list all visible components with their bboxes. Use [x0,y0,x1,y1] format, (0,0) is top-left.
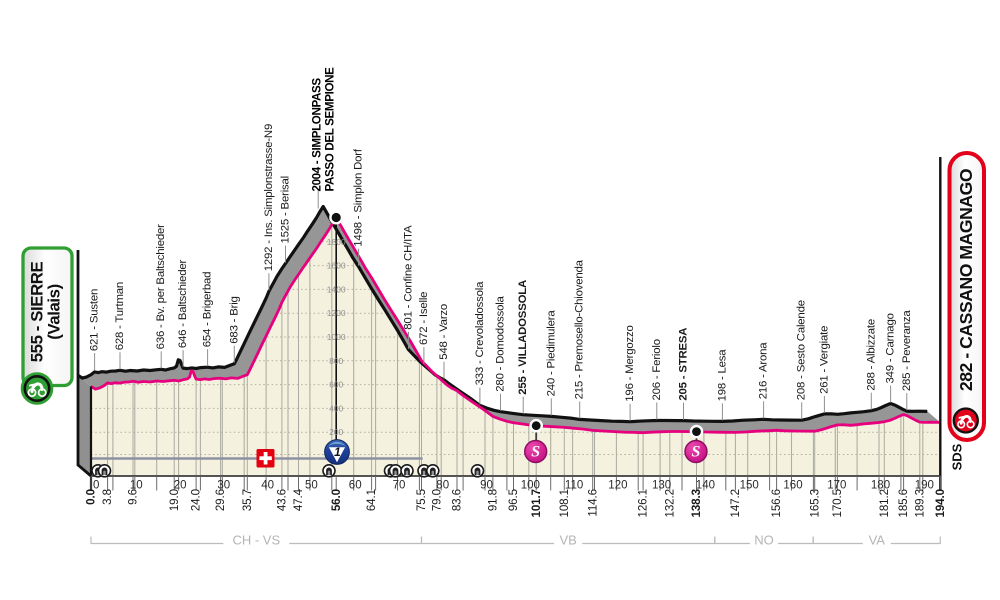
svg-text:PASSO DEL SEMPIONE: PASSO DEL SEMPIONE [323,67,336,192]
svg-text:1600: 1600 [327,261,346,271]
svg-text:35.7: 35.7 [241,489,254,511]
svg-text:147.2: 147.2 [729,489,742,518]
svg-text:S: S [531,444,540,461]
svg-text:628 - Turtman: 628 - Turtman [114,282,126,350]
svg-text:CH - VS: CH - VS [232,533,280,548]
svg-text:600: 600 [329,380,343,390]
svg-text:800: 800 [329,356,343,366]
svg-text:132.2: 132.2 [663,489,676,518]
svg-text:30: 30 [217,480,230,492]
svg-text:24.0: 24.0 [190,489,203,511]
svg-text:9.6: 9.6 [127,489,140,505]
svg-text:110: 110 [565,480,583,492]
svg-text:56.0: 56.0 [330,489,343,511]
svg-text:140: 140 [696,480,715,492]
svg-text:0.0: 0.0 [85,489,98,505]
svg-text:208 - Sesto Calende: 208 - Sesto Calende [796,300,808,400]
svg-text:548 - Varzo: 548 - Varzo [438,304,450,360]
svg-text:138.3: 138.3 [690,488,703,517]
svg-text:1525 - Berisal: 1525 - Berisal [280,176,292,243]
svg-text:1: 1 [334,445,341,459]
svg-text:400: 400 [329,403,343,413]
svg-text:100: 100 [521,480,540,492]
svg-text:80: 80 [436,480,449,492]
svg-text:47.4: 47.4 [292,488,305,511]
svg-text:196 - Mergozzo: 196 - Mergozzo [624,325,636,401]
svg-text:1000: 1000 [327,332,346,342]
svg-text:70: 70 [393,480,406,492]
svg-text:198 - Lesa: 198 - Lesa [716,349,728,402]
svg-text:194.0: 194.0 [934,489,947,518]
svg-text:190: 190 [915,480,934,492]
svg-text:126.1: 126.1 [637,489,650,518]
svg-text:0: 0 [93,480,99,492]
svg-text:206 - Feriolo: 206 - Feriolo [651,339,663,400]
svg-text:1200: 1200 [327,308,346,318]
svg-text:621 - Susten: 621 - Susten [89,289,101,351]
svg-text:90: 90 [480,480,493,492]
svg-text:1292 - Ins. Simplonstrasse-N9: 1292 - Ins. Simplonstrasse-N9 [263,124,275,271]
svg-text:20: 20 [174,480,187,492]
svg-text:2004 - SIMPLONPASS: 2004 - SIMPLONPASS [310,78,323,192]
svg-text:288 - Albizzate: 288 - Albizzate [865,319,877,391]
svg-text:S: S [692,444,701,461]
svg-text:VA: VA [869,533,886,548]
svg-text:101.7: 101.7 [530,489,543,518]
svg-text:130: 130 [652,480,671,492]
svg-text:91.8: 91.8 [486,489,499,511]
svg-text:170.5: 170.5 [831,489,844,518]
svg-text:646 - Baltschieder: 646 - Baltschieder [177,259,189,348]
svg-text:165.3: 165.3 [808,489,821,518]
svg-text:654 - Brigerbad: 654 - Brigerbad [202,272,214,348]
svg-text:240 - Piedimulera: 240 - Piedimulera [545,310,557,397]
svg-text:(Valais): (Valais) [44,284,63,340]
svg-text:282 - CASSANO MAGNAGO: 282 - CASSANO MAGNAGO [956,169,976,391]
svg-text:83.6: 83.6 [451,489,464,511]
svg-text:205 - STRESA: 205 - STRESA [678,328,690,401]
svg-text:636 - Bv. per Baltschieder: 636 - Bv. per Baltschieder [155,224,167,349]
svg-text:60: 60 [349,480,362,492]
svg-text:1498 - Simplon Dorf: 1498 - Simplon Dorf [353,148,365,247]
svg-text:108.1: 108.1 [558,489,571,518]
svg-text:79.0: 79.0 [430,489,443,511]
svg-text:160: 160 [783,480,802,492]
svg-text:333 - Crevoladossola: 333 - Crevoladossola [474,281,486,386]
svg-text:75.5: 75.5 [415,489,428,511]
svg-text:181.2: 181.2 [878,489,891,518]
svg-text:156.6: 156.6 [770,489,783,518]
svg-text:255 - VILLADOSSOLA: 255 - VILLADOSSOLA [517,280,529,395]
svg-text:1800: 1800 [327,237,346,247]
svg-text:215 - Premosello-Chiovenda: 215 - Premosello-Chiovenda [574,259,586,399]
svg-text:349 - Carnago: 349 - Carnago [885,313,897,383]
svg-text:261 - Vergiate: 261 - Vergiate [818,326,830,394]
svg-text:64.1: 64.1 [365,489,378,511]
svg-text:NO: NO [754,533,774,548]
svg-text:19.0: 19.0 [168,489,181,511]
svg-text:185.6: 185.6 [897,489,910,518]
svg-text:10: 10 [130,480,143,492]
svg-text:170: 170 [827,480,846,492]
svg-text:150: 150 [740,480,759,492]
svg-text:29.6: 29.6 [214,489,227,511]
svg-text:180: 180 [871,480,890,492]
svg-text:96.5: 96.5 [507,489,520,511]
svg-text:285 - Peveranza: 285 - Peveranza [901,310,913,391]
svg-text:200: 200 [329,427,343,437]
svg-text:120: 120 [608,480,627,492]
svg-text:50: 50 [305,480,318,492]
svg-text:1400: 1400 [327,284,346,294]
svg-text:216 - Arona: 216 - Arona [758,342,770,400]
svg-text:VB: VB [560,533,577,548]
svg-text:SDS: SDS [949,443,964,470]
svg-text:3.8: 3.8 [101,489,114,505]
svg-text:43.6: 43.6 [275,489,288,511]
svg-text:683 - Brig: 683 - Brig [228,296,240,343]
svg-text:280 - Domodossola: 280 - Domodossola [495,295,507,391]
svg-text:672 - Iselle: 672 - Iselle [418,292,430,345]
svg-text:801 - Confine CH/ITA: 801 - Confine CH/ITA [403,225,415,330]
svg-text:40: 40 [261,480,274,492]
svg-text:114.6: 114.6 [586,489,599,517]
svg-text:189.3: 189.3 [913,489,926,518]
svg-text:555 - SIERRE: 555 - SIERRE [27,261,46,362]
